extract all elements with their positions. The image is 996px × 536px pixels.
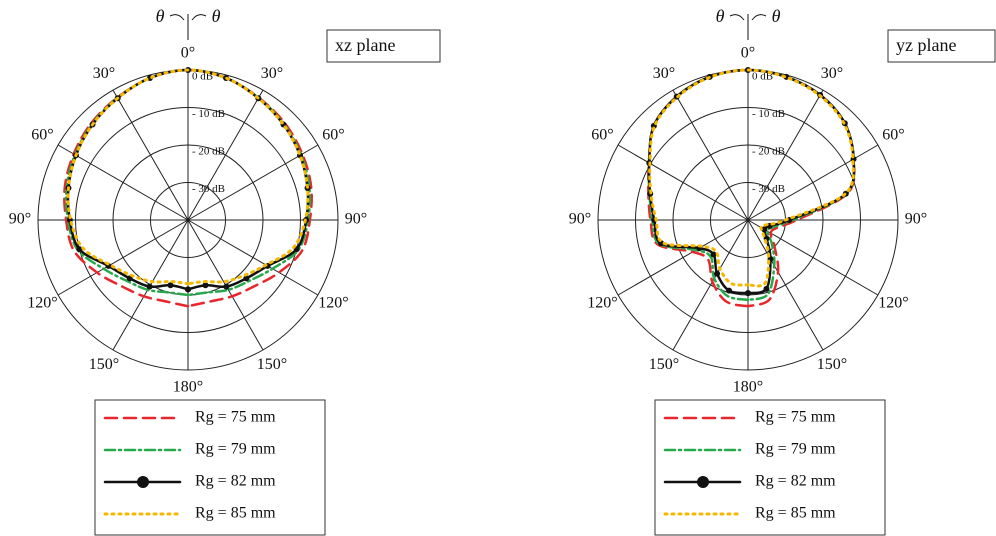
title-box xyxy=(887,29,996,63)
series-marker xyxy=(167,282,174,289)
series-marker xyxy=(202,282,209,289)
spoke xyxy=(57,219,189,296)
theta-tick-label: 120° xyxy=(27,295,57,312)
theta-label: θ xyxy=(156,6,165,26)
series-marker xyxy=(243,275,250,282)
theta-tick-label: 60° xyxy=(882,127,904,144)
r-tick-label: - 30 dB xyxy=(192,183,225,195)
series-line xyxy=(66,68,310,286)
theta-tick-label: 30° xyxy=(821,65,843,82)
legend-label: Rg = 82 mm xyxy=(195,473,276,490)
legend-marker xyxy=(697,476,709,488)
polar-chart: 0 dB - 10 dB - 20 dB - 30 dB 0° 30° 60° 90° 120°… xyxy=(569,6,996,536)
spoke xyxy=(747,219,824,351)
theta-tick-label: 180° xyxy=(733,379,763,396)
series-marker xyxy=(185,286,191,293)
theta-tick-label: 30° xyxy=(261,65,283,82)
series-marker xyxy=(726,287,733,294)
spoke xyxy=(617,144,749,221)
theta-label: θ xyxy=(212,6,221,26)
spoke xyxy=(747,144,879,221)
spoke xyxy=(672,219,749,351)
series-marker xyxy=(146,283,153,290)
legend-label: Rg = 75 mm xyxy=(755,409,836,426)
legend-label: Rg = 79 mm xyxy=(755,441,836,458)
chart-title: yz plane xyxy=(896,35,956,55)
theta-tick-label: 120° xyxy=(318,295,348,312)
r-tick-label: - 10 dB xyxy=(752,108,785,120)
theta-tick-label: 120° xyxy=(587,295,617,312)
r-tick-label: - 20 dB xyxy=(752,146,785,158)
spoke xyxy=(57,144,189,221)
legend-label: Rg = 79 mm xyxy=(195,441,276,458)
series-marker xyxy=(223,283,230,290)
theta-tick-label: 60° xyxy=(322,127,344,144)
theta-tick-label: 90° xyxy=(905,211,927,228)
series-line xyxy=(648,68,855,288)
series-marker xyxy=(761,226,768,233)
theta-label: θ xyxy=(716,6,725,26)
theta-tick-label: 150° xyxy=(89,356,119,373)
series-marker xyxy=(714,270,721,277)
r-tick-label: 0 dB xyxy=(752,71,773,83)
theta-tick-label: 90° xyxy=(345,211,367,228)
theta-tick-label: 30° xyxy=(653,65,675,82)
legend-label: Rg = 82 mm xyxy=(755,473,836,490)
series-marker xyxy=(763,285,770,292)
legend-label: Rg = 85 mm xyxy=(755,505,836,522)
theta-tick-label: 120° xyxy=(878,295,908,312)
theta-tick-label: 90° xyxy=(9,211,31,228)
series-line xyxy=(63,68,313,308)
theta-tick-label: 60° xyxy=(591,127,613,144)
series-marker xyxy=(76,246,83,253)
spoke xyxy=(112,89,189,221)
chart-title: xz plane xyxy=(335,35,395,55)
theta-tick-label: 60° xyxy=(31,127,53,144)
spoke xyxy=(672,89,749,221)
series-marker xyxy=(745,290,751,297)
theta-tick-label: 0° xyxy=(181,45,195,62)
theta-tick-label: 150° xyxy=(257,356,287,373)
legend-label: Rg = 85 mm xyxy=(195,505,276,522)
theta-label: θ xyxy=(772,6,781,26)
title-box xyxy=(326,29,441,63)
theta-tick-label: 90° xyxy=(569,211,591,228)
spoke xyxy=(747,89,824,221)
theta-arrow xyxy=(729,14,767,40)
theta-tick-label: 30° xyxy=(93,65,115,82)
r-tick-label: - 10 dB xyxy=(192,108,225,120)
series-line xyxy=(646,68,856,308)
r-tick-label: - 20 dB xyxy=(192,146,225,158)
theta-tick-label: 180° xyxy=(173,379,203,396)
theta-tick-label: 150° xyxy=(817,356,847,373)
theta-arrow xyxy=(169,14,207,40)
spoke xyxy=(187,89,264,221)
legend-label: Rg = 75 mm xyxy=(195,409,276,426)
theta-tick-label: 0° xyxy=(741,45,755,62)
spoke xyxy=(187,144,319,221)
theta-tick-label: 150° xyxy=(649,356,679,373)
legend-marker xyxy=(137,476,149,488)
polar-chart: 0 dB- 10 dB- 20 dB- 30 dB0°30°60°90°120°… xyxy=(9,6,441,536)
spoke xyxy=(187,219,319,296)
series-marker xyxy=(710,251,717,258)
r-tick-label: - 30 dB xyxy=(752,183,785,195)
spoke xyxy=(617,219,749,296)
